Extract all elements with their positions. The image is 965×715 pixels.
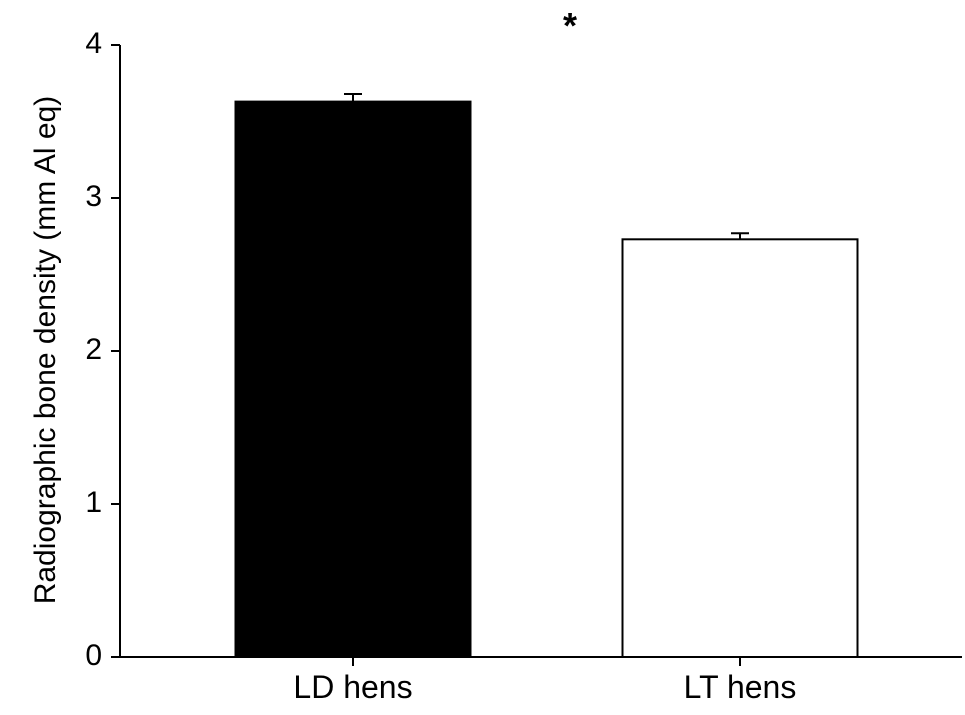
bar-1: [621, 238, 859, 658]
x-tick-label-1: LT hens: [684, 669, 797, 705]
plot-area: 0 1 2 3 4 LD hens LT hens: [85, 27, 962, 705]
y-tick-label-1: 1: [85, 486, 102, 519]
y-tick-label-3: 3: [85, 180, 102, 213]
x-tick-label-0: LD hens: [293, 669, 412, 705]
bar-0: [234, 100, 472, 659]
y-tick-label-2: 2: [85, 333, 102, 366]
significance-annotation: *: [563, 5, 577, 46]
y-axis-title: Radiographic bone density (mm Al eq): [29, 96, 62, 605]
y-tick-label-0: 0: [85, 639, 102, 672]
y-tick-label-4: 4: [85, 27, 102, 60]
